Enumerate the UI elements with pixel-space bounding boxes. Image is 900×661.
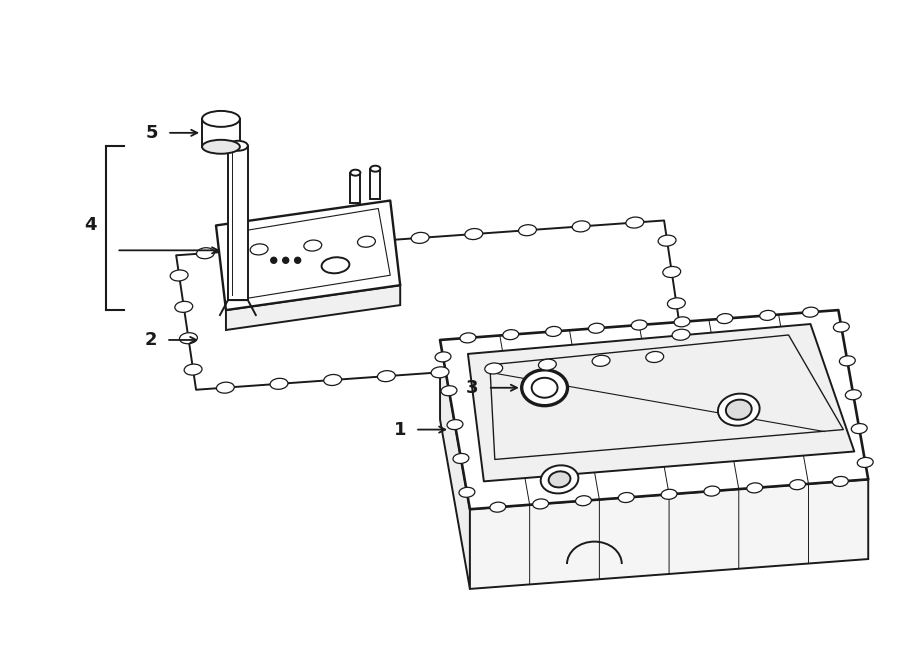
Text: 2: 2 [145, 331, 158, 349]
Ellipse shape [184, 364, 202, 375]
Ellipse shape [175, 301, 193, 313]
Text: 3: 3 [465, 379, 478, 397]
Ellipse shape [196, 248, 214, 258]
Ellipse shape [717, 313, 733, 324]
Ellipse shape [845, 390, 861, 400]
Ellipse shape [704, 486, 720, 496]
Ellipse shape [626, 217, 644, 228]
Polygon shape [470, 479, 868, 589]
Ellipse shape [522, 370, 568, 406]
Polygon shape [468, 324, 854, 481]
Polygon shape [216, 200, 400, 310]
Polygon shape [226, 285, 400, 330]
Ellipse shape [840, 356, 855, 366]
Ellipse shape [726, 400, 752, 420]
Ellipse shape [202, 111, 240, 127]
Circle shape [271, 257, 276, 263]
Bar [370, 169, 381, 198]
Ellipse shape [662, 266, 680, 278]
Text: 4: 4 [85, 216, 97, 235]
Ellipse shape [851, 424, 868, 434]
Ellipse shape [747, 483, 762, 493]
Ellipse shape [545, 327, 562, 336]
Ellipse shape [350, 170, 360, 176]
Circle shape [294, 257, 301, 263]
Bar [350, 173, 360, 202]
Ellipse shape [170, 270, 188, 281]
Ellipse shape [518, 225, 536, 236]
Ellipse shape [803, 307, 818, 317]
Ellipse shape [179, 332, 197, 344]
Ellipse shape [453, 453, 469, 463]
Polygon shape [440, 340, 470, 589]
Ellipse shape [618, 492, 634, 502]
Ellipse shape [541, 465, 579, 493]
Ellipse shape [575, 496, 591, 506]
Ellipse shape [324, 375, 342, 385]
Ellipse shape [668, 298, 685, 309]
Ellipse shape [549, 471, 571, 487]
Ellipse shape [592, 356, 610, 366]
Ellipse shape [435, 352, 451, 362]
Polygon shape [176, 221, 684, 390]
Ellipse shape [459, 487, 475, 497]
Ellipse shape [357, 236, 375, 247]
Ellipse shape [321, 257, 349, 273]
Ellipse shape [533, 499, 549, 509]
Bar [202, 119, 240, 147]
Text: 1: 1 [394, 420, 407, 439]
Ellipse shape [304, 240, 321, 251]
Ellipse shape [377, 371, 395, 381]
Ellipse shape [658, 235, 676, 246]
Ellipse shape [832, 477, 849, 486]
Ellipse shape [672, 329, 690, 340]
Bar [228, 146, 248, 300]
Ellipse shape [789, 480, 806, 490]
Ellipse shape [646, 352, 663, 362]
Ellipse shape [833, 322, 850, 332]
Ellipse shape [447, 420, 463, 430]
Ellipse shape [662, 489, 677, 499]
Ellipse shape [431, 367, 449, 378]
Circle shape [283, 257, 289, 263]
Ellipse shape [589, 323, 604, 333]
Polygon shape [440, 310, 868, 509]
Ellipse shape [370, 166, 381, 172]
Ellipse shape [503, 330, 518, 340]
Ellipse shape [202, 140, 240, 154]
Text: 5: 5 [146, 124, 158, 142]
Ellipse shape [465, 229, 482, 239]
Ellipse shape [718, 393, 760, 426]
Ellipse shape [490, 502, 506, 512]
Ellipse shape [760, 311, 776, 321]
Ellipse shape [858, 457, 873, 467]
Ellipse shape [631, 320, 647, 330]
Ellipse shape [532, 378, 557, 398]
Ellipse shape [216, 382, 234, 393]
Ellipse shape [460, 333, 476, 343]
Ellipse shape [485, 363, 503, 374]
Ellipse shape [572, 221, 590, 232]
Ellipse shape [441, 386, 457, 396]
Ellipse shape [538, 359, 556, 370]
Ellipse shape [228, 141, 248, 151]
Ellipse shape [674, 317, 690, 327]
Ellipse shape [270, 378, 288, 389]
Ellipse shape [250, 244, 268, 255]
Ellipse shape [411, 233, 429, 243]
